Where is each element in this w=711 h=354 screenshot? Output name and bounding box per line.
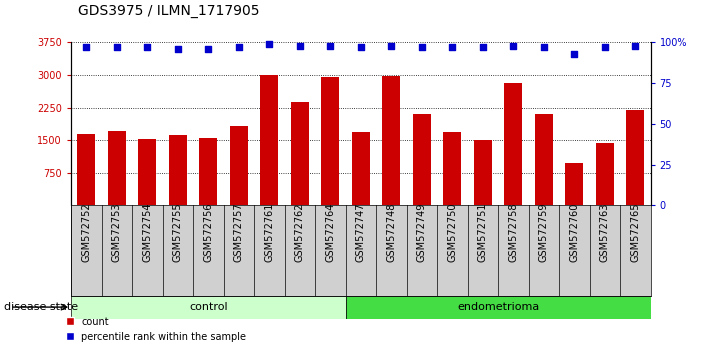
- Bar: [346, 296, 651, 319]
- Bar: [107, 131, 126, 205]
- Text: GDS3975 / ILMN_1717905: GDS3975 / ILMN_1717905: [78, 4, 260, 18]
- Bar: [565, 163, 584, 205]
- Text: control: control: [189, 302, 228, 312]
- Point: [80, 45, 92, 50]
- Bar: [71, 296, 346, 319]
- Bar: [321, 77, 339, 205]
- Point: [325, 43, 336, 48]
- Bar: [291, 102, 309, 205]
- Point: [416, 45, 427, 50]
- Bar: [383, 76, 400, 205]
- Point: [264, 41, 275, 47]
- Point: [477, 45, 488, 50]
- Bar: [626, 110, 644, 205]
- Point: [141, 45, 153, 50]
- Bar: [412, 114, 431, 205]
- Point: [355, 45, 367, 50]
- Point: [538, 45, 550, 50]
- Point: [203, 46, 214, 52]
- Text: endometrioma: endometrioma: [457, 302, 539, 312]
- Point: [569, 51, 580, 57]
- Bar: [443, 132, 461, 205]
- Point: [172, 46, 183, 52]
- Bar: [138, 139, 156, 205]
- Bar: [504, 83, 523, 205]
- Bar: [596, 143, 614, 205]
- Bar: [77, 134, 95, 205]
- Bar: [230, 126, 248, 205]
- Point: [447, 45, 458, 50]
- Point: [630, 43, 641, 48]
- Bar: [474, 140, 492, 205]
- Point: [111, 45, 122, 50]
- Point: [508, 43, 519, 48]
- Bar: [199, 138, 218, 205]
- Bar: [169, 135, 187, 205]
- Text: disease state: disease state: [4, 302, 77, 312]
- Bar: [260, 75, 279, 205]
- Point: [294, 43, 306, 48]
- Point: [233, 45, 245, 50]
- Point: [599, 45, 611, 50]
- Point: [385, 43, 397, 48]
- Bar: [352, 132, 370, 205]
- Legend: count, percentile rank within the sample: count, percentile rank within the sample: [62, 313, 250, 346]
- Bar: [535, 114, 553, 205]
